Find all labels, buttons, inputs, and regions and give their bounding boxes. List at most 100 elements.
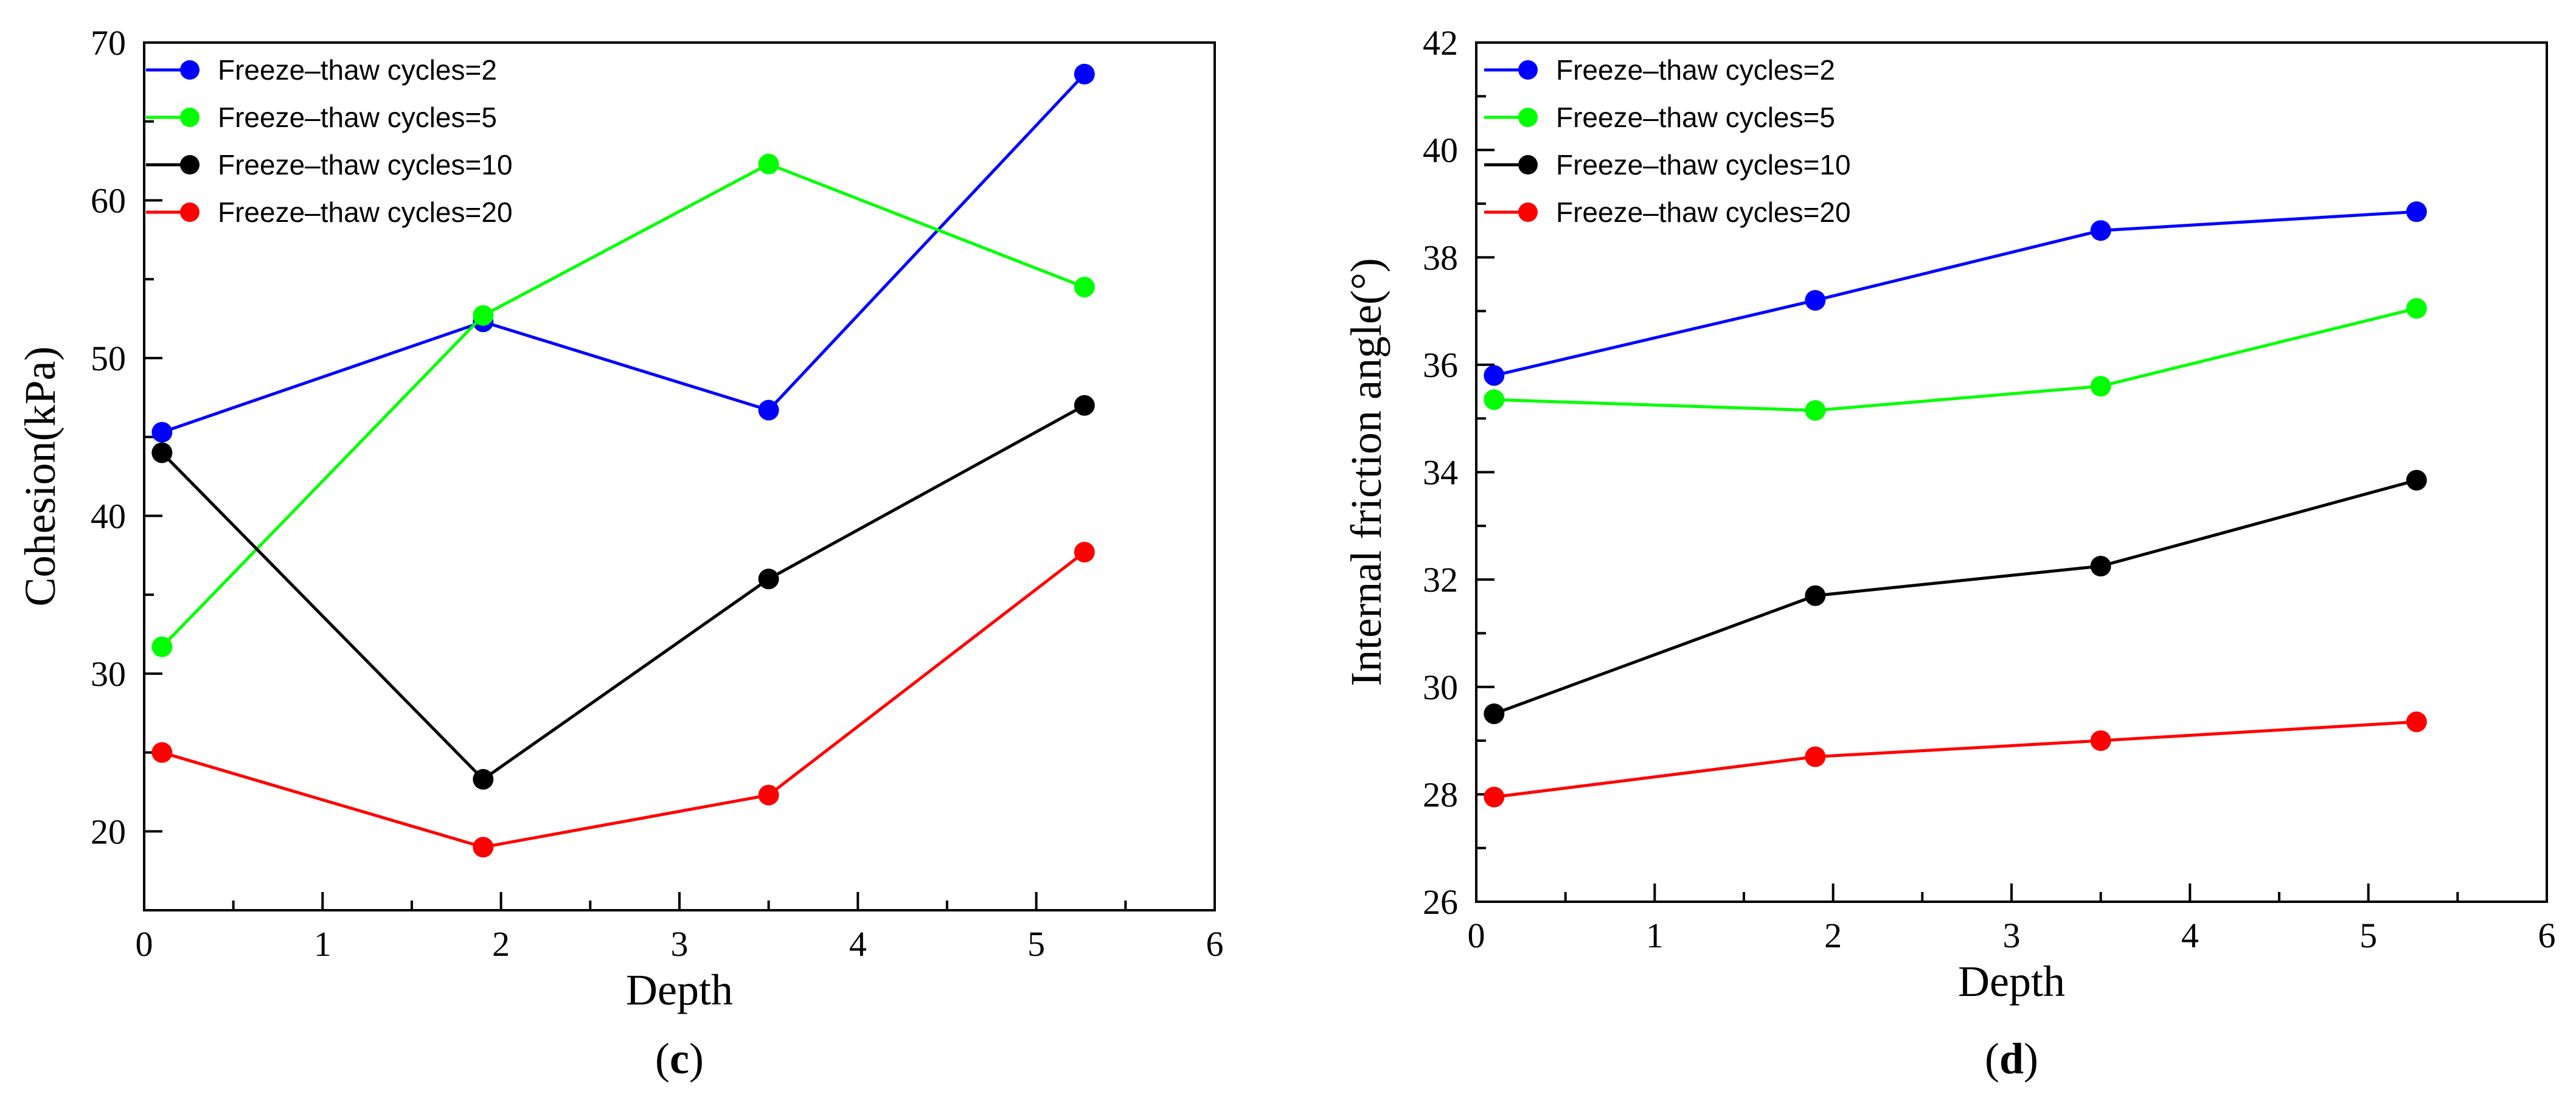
legend-marker bbox=[1518, 155, 1538, 175]
x-tick-label: 0 bbox=[1468, 916, 1485, 955]
y-tick-label: 20 bbox=[91, 812, 126, 851]
panel-label-open-paren: ( bbox=[1985, 1034, 1999, 1083]
legend: Freeze–thaw cycles=2 Freeze–thaw cycles=5… bbox=[1484, 54, 1851, 228]
x-tick-label: 3 bbox=[2003, 916, 2021, 955]
legend-label: Freeze–thaw cycles=10 bbox=[1556, 149, 1851, 181]
panel-label-letter: d bbox=[1999, 1034, 2024, 1083]
series-line-0 bbox=[1493, 210, 2417, 377]
y-tick-label: 40 bbox=[1423, 131, 1458, 170]
data-point bbox=[473, 769, 494, 790]
x-tick-label: 3 bbox=[671, 924, 689, 964]
legend-label: Freeze–thaw cycles=2 bbox=[1556, 54, 1835, 86]
legend-label: Freeze–thaw cycles=20 bbox=[218, 196, 513, 228]
panel-label-close-paren: ) bbox=[2024, 1034, 2038, 1083]
series-line-2 bbox=[161, 404, 1086, 781]
y-tick-label: 40 bbox=[91, 496, 126, 536]
data-point bbox=[1484, 703, 1505, 724]
y-tick-label: 60 bbox=[91, 181, 126, 220]
data-point bbox=[1484, 786, 1505, 807]
data-point bbox=[2090, 730, 2111, 752]
y-tick-label: 28 bbox=[1423, 775, 1458, 814]
series-line-0 bbox=[161, 73, 1086, 434]
y-tick-label: 50 bbox=[91, 339, 126, 378]
legend-label: Freeze–thaw cycles=20 bbox=[1556, 196, 1851, 228]
y-tick-label: 38 bbox=[1423, 238, 1458, 277]
data-point bbox=[1805, 399, 1826, 421]
series-line-3 bbox=[161, 551, 1086, 849]
data-point bbox=[1484, 365, 1505, 386]
x-axis-title: Depth bbox=[626, 966, 733, 1014]
y-tick-label: 36 bbox=[1423, 345, 1458, 385]
data-point bbox=[1074, 542, 1095, 563]
y-tick-label: 42 bbox=[1423, 23, 1458, 63]
data-point bbox=[1805, 746, 1826, 767]
x-tick-label: 5 bbox=[2359, 916, 2377, 955]
data-point bbox=[473, 305, 494, 326]
y-tick-label: 32 bbox=[1423, 560, 1458, 600]
legend-marker bbox=[1518, 108, 1538, 127]
legend-label: Freeze–thaw cycles=5 bbox=[1556, 102, 1835, 133]
legend: Freeze–thaw cycles=2 Freeze–thaw cycles=5… bbox=[146, 54, 513, 228]
x-tick-label: 4 bbox=[849, 924, 867, 964]
data-point bbox=[473, 837, 494, 858]
data-point bbox=[1484, 389, 1505, 410]
panel-label: (d) bbox=[1985, 1034, 2038, 1083]
data-point bbox=[151, 442, 173, 463]
y-tick-label: 70 bbox=[91, 23, 126, 63]
series-line-3 bbox=[1494, 720, 2417, 799]
data-point bbox=[758, 784, 779, 806]
y-axis-title: Cohesion(kPa) bbox=[16, 347, 64, 607]
legend-marker bbox=[180, 60, 200, 80]
x-tick-label: 6 bbox=[2538, 916, 2556, 955]
data-point bbox=[2406, 711, 2427, 733]
panel-label: (c) bbox=[655, 1034, 704, 1083]
x-tick-label: 2 bbox=[1824, 916, 1842, 955]
data-point bbox=[1805, 289, 1826, 311]
y-tick-label: 34 bbox=[1423, 453, 1458, 493]
legend-label: Freeze–thaw cycles=10 bbox=[218, 149, 513, 181]
series-line-2 bbox=[1493, 479, 2417, 716]
data-point bbox=[2406, 469, 2427, 491]
legend-label: Freeze–thaw cycles=2 bbox=[218, 54, 497, 86]
data-point bbox=[1074, 277, 1095, 298]
series-line-1 bbox=[161, 162, 1085, 648]
data-point bbox=[1074, 395, 1095, 416]
data-point bbox=[758, 569, 779, 590]
x-tick-label: 5 bbox=[1027, 924, 1045, 964]
data-point bbox=[2406, 298, 2427, 319]
x-tick-label: 6 bbox=[1206, 924, 1224, 964]
panel-label-open-paren: ( bbox=[655, 1034, 670, 1083]
legend-marker bbox=[1518, 202, 1538, 222]
series-line-1 bbox=[1494, 306, 2417, 412]
data-point bbox=[1805, 585, 1826, 606]
data-point bbox=[1074, 63, 1095, 85]
legend-marker bbox=[180, 202, 200, 222]
x-tick-label: 2 bbox=[492, 924, 510, 964]
legend-label: Freeze–thaw cycles=5 bbox=[218, 102, 497, 133]
x-tick-label: 0 bbox=[136, 924, 153, 964]
legend-marker bbox=[180, 155, 200, 175]
y-tick-label: 30 bbox=[1423, 668, 1458, 707]
x-axis-title: Depth bbox=[1958, 957, 2065, 1006]
data-point bbox=[2090, 220, 2111, 241]
data-point bbox=[151, 421, 173, 443]
data-point bbox=[758, 399, 779, 421]
x-tick-label: 1 bbox=[1646, 916, 1664, 955]
data-point bbox=[758, 153, 779, 175]
x-tick-label: 4 bbox=[2181, 916, 2199, 955]
data-point bbox=[151, 742, 173, 763]
data-point bbox=[2090, 556, 2111, 577]
data-point bbox=[2406, 201, 2427, 223]
panel-label-letter: c bbox=[670, 1034, 689, 1083]
chart-panel-c: 0 1 2 3 4 5 6 20 30 40 50 60 70 Depth Cohesion(kPa) Fre… bbox=[16, 23, 1224, 1083]
y-tick-label: 26 bbox=[1423, 882, 1458, 922]
x-tick-label: 1 bbox=[314, 924, 332, 964]
legend-marker bbox=[180, 108, 200, 127]
panel-label-close-paren: ) bbox=[689, 1034, 704, 1083]
y-tick-label: 30 bbox=[91, 654, 126, 694]
y-axis-title: Internal friction angle(°) bbox=[1342, 258, 1390, 686]
data-point bbox=[2090, 376, 2111, 397]
legend-marker bbox=[1518, 60, 1538, 80]
